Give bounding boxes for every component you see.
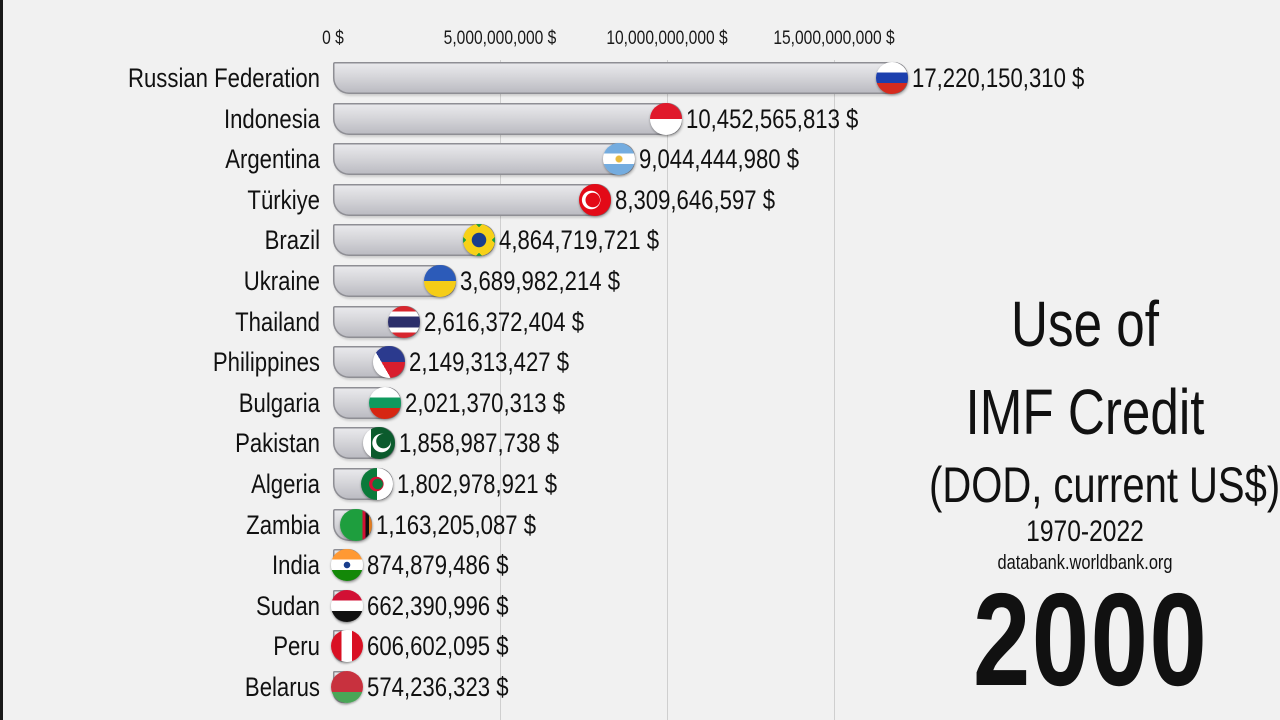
pakistan-flag-icon	[363, 427, 396, 460]
philippines-flag-icon	[372, 346, 405, 379]
title-line-3: (DOD, current US$)	[929, 457, 1280, 513]
bar-row: Sudan 662,390,996 $	[0, 588, 1280, 624]
x-tick-label: 10,000,000,000 $	[606, 28, 728, 49]
bar-row: Bulgaria 2,021,370,313 $	[0, 385, 1280, 421]
country-label: Algeria	[251, 469, 320, 499]
country-label: Peru	[273, 631, 320, 662]
data-source: databank.worldbank.org	[997, 552, 1173, 574]
gridline	[667, 60, 668, 720]
thailand-flag-icon	[388, 305, 421, 338]
bar-row: Peru 606,602,095 $	[0, 628, 1280, 664]
argentina-flag-icon	[603, 143, 636, 176]
bar-row: Indonesia 10,452,565,813 $	[0, 101, 1280, 137]
value-label: 3,689,982,214 $	[460, 266, 621, 296]
country-label: Thailand	[235, 306, 320, 337]
bar-row: Thailand 2,616,372,404 $	[0, 304, 1280, 340]
value-label: 874,879,486 $	[367, 550, 509, 581]
country-label: Brazil	[264, 225, 320, 256]
value-label: 4,864,719,721 $	[499, 225, 660, 256]
bar-row: Pakistan 1,858,987,738 $	[0, 425, 1280, 461]
country-label: Zambia	[246, 509, 320, 540]
bulgaria-flag-icon	[368, 386, 401, 419]
bar-row: Philippines 2,149,313,427 $	[0, 344, 1280, 380]
country-label: Sudan	[255, 590, 320, 621]
bar-row: Russian Federation 17,220,150,310 $	[0, 60, 1280, 96]
country-label: Russian Federation	[128, 63, 320, 93]
value-label: 606,602,095 $	[367, 631, 509, 662]
value-label: 10,452,565,813 $	[686, 103, 859, 134]
value-label: 8,309,646,597 $	[614, 184, 775, 215]
value-label: 2,149,313,427 $	[408, 347, 569, 378]
x-tick-label: 5,000,000,000 $	[443, 28, 557, 49]
country-label: Belarus	[244, 672, 320, 702]
turkey-flag-icon	[578, 183, 611, 216]
zambia-flag-icon	[339, 508, 372, 541]
belarus-flag-icon	[331, 671, 363, 703]
bar	[333, 62, 909, 94]
value-label: 2,616,372,404 $	[424, 306, 585, 337]
ukraine-flag-icon	[424, 265, 457, 297]
bar	[333, 183, 611, 216]
bar-row: Ukraine 3,689,982,214 $	[0, 263, 1280, 299]
bar-row: Argentina 9,044,444,980 $	[0, 141, 1280, 177]
gridline	[834, 60, 835, 720]
bar-row: Algeria 1,802,978,921 $	[0, 466, 1280, 502]
india-flag-icon	[331, 549, 363, 582]
value-label: 9,044,444,980 $	[639, 144, 800, 175]
bar-row: Brazil 4,864,719,721 $	[0, 222, 1280, 258]
brazil-flag-icon	[463, 224, 496, 257]
bar-row: Zambia 1,163,205,087 $	[0, 507, 1280, 543]
bar-row: India 874,879,486 $	[0, 547, 1280, 583]
year-range: 1970-2022	[1026, 515, 1144, 548]
value-label: 662,390,996 $	[367, 590, 509, 621]
country-label: Bulgaria	[238, 387, 320, 418]
country-label: Indonesia	[223, 103, 320, 134]
sudan-flag-icon	[331, 589, 363, 622]
bar-row: Belarus 574,236,323 $	[0, 669, 1280, 705]
current-year: 2000	[973, 566, 1209, 713]
country-label: Philippines	[212, 347, 320, 378]
title-line-1: Use of	[1011, 288, 1159, 360]
value-label: 17,220,150,310 $	[912, 63, 1085, 93]
country-label: Argentina	[225, 144, 320, 175]
country-label: Pakistan	[235, 428, 320, 459]
country-label: Türkiye	[247, 184, 320, 215]
country-label: Ukraine	[243, 266, 320, 296]
bar	[333, 143, 636, 176]
value-label: 1,858,987,738 $	[399, 428, 560, 459]
bar	[333, 102, 683, 135]
russia-flag-icon	[876, 62, 909, 94]
value-label: 574,236,323 $	[367, 672, 509, 702]
x-tick-label: 0 $	[322, 28, 344, 49]
title-line-2: IMF Credit	[965, 376, 1205, 448]
algeria-flag-icon	[361, 468, 394, 500]
country-label: India	[271, 550, 320, 581]
peru-flag-icon	[331, 630, 363, 663]
indonesia-flag-icon	[650, 102, 683, 135]
gridline	[500, 60, 501, 720]
value-label: 2,021,370,313 $	[404, 387, 565, 418]
value-label: 1,163,205,087 $	[375, 509, 536, 540]
value-label: 1,802,978,921 $	[397, 469, 558, 499]
bar-row: Türkiye 8,309,646,597 $	[0, 182, 1280, 218]
chart-title-block: Use of IMF Credit (DOD, current US$) 197…	[890, 280, 1280, 576]
frame-edge	[0, 0, 3, 720]
x-tick-label: 15,000,000,000 $	[773, 28, 895, 49]
